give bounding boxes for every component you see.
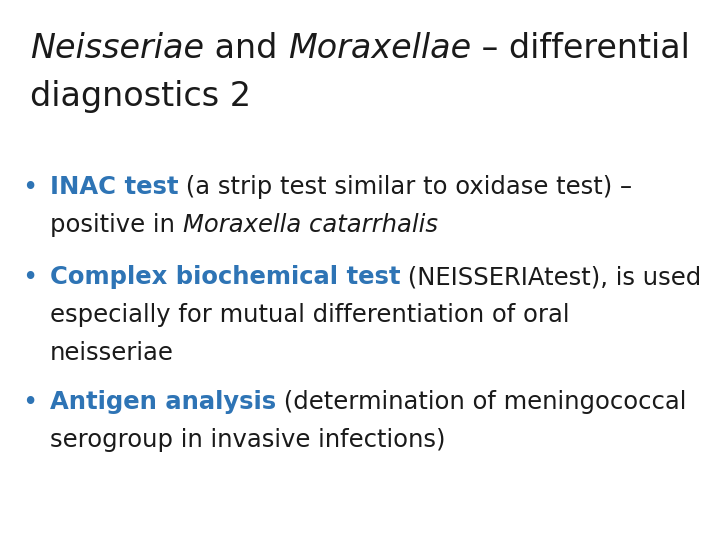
Text: Moraxellae: Moraxellae xyxy=(288,32,471,65)
Text: positive in: positive in xyxy=(50,213,183,237)
Text: INAC test: INAC test xyxy=(50,175,179,199)
Text: – differential: – differential xyxy=(471,32,690,65)
Text: serogroup in invasive infections): serogroup in invasive infections) xyxy=(50,428,446,452)
Text: neisseriae: neisseriae xyxy=(50,341,174,365)
Text: •: • xyxy=(22,175,37,201)
Text: Antigen analysis: Antigen analysis xyxy=(50,390,276,414)
Text: •: • xyxy=(22,390,37,416)
Text: diagnostics 2: diagnostics 2 xyxy=(30,80,251,113)
Text: Complex biochemical test: Complex biochemical test xyxy=(50,265,400,289)
Text: (NEISSERIAtest), is used: (NEISSERIAtest), is used xyxy=(400,265,702,289)
Text: (determination of meningococcal: (determination of meningococcal xyxy=(276,390,686,414)
Text: and: and xyxy=(204,32,288,65)
Text: especially for mutual differentiation of oral: especially for mutual differentiation of… xyxy=(50,303,570,327)
Text: •: • xyxy=(22,265,37,291)
Text: (a strip test similar to oxidase test) –: (a strip test similar to oxidase test) – xyxy=(179,175,632,199)
Text: Moraxella catarrhalis: Moraxella catarrhalis xyxy=(183,213,438,237)
Text: Neisseriae: Neisseriae xyxy=(30,32,204,65)
